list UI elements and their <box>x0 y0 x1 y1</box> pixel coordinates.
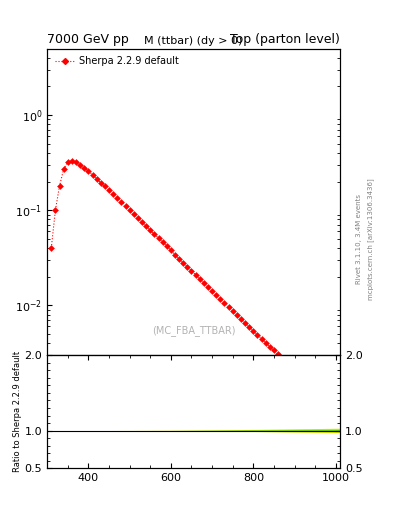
Text: (MC_FBA_TTBAR): (MC_FBA_TTBAR) <box>152 325 235 336</box>
Text: 7000 GeV pp: 7000 GeV pp <box>47 33 129 46</box>
Title: M (ttbar) (dy > 0): M (ttbar) (dy > 0) <box>144 36 243 47</box>
Y-axis label: Ratio to Sherpa 2.2.9 default: Ratio to Sherpa 2.2.9 default <box>13 351 22 472</box>
Text: Top (parton level): Top (parton level) <box>230 33 340 46</box>
Text: mcplots.cern.ch [arXiv:1306.3436]: mcplots.cern.ch [arXiv:1306.3436] <box>367 178 374 300</box>
Text: Rivet 3.1.10, 3.4M events: Rivet 3.1.10, 3.4M events <box>356 194 362 284</box>
Legend: Sherpa 2.2.9 default: Sherpa 2.2.9 default <box>52 53 182 69</box>
